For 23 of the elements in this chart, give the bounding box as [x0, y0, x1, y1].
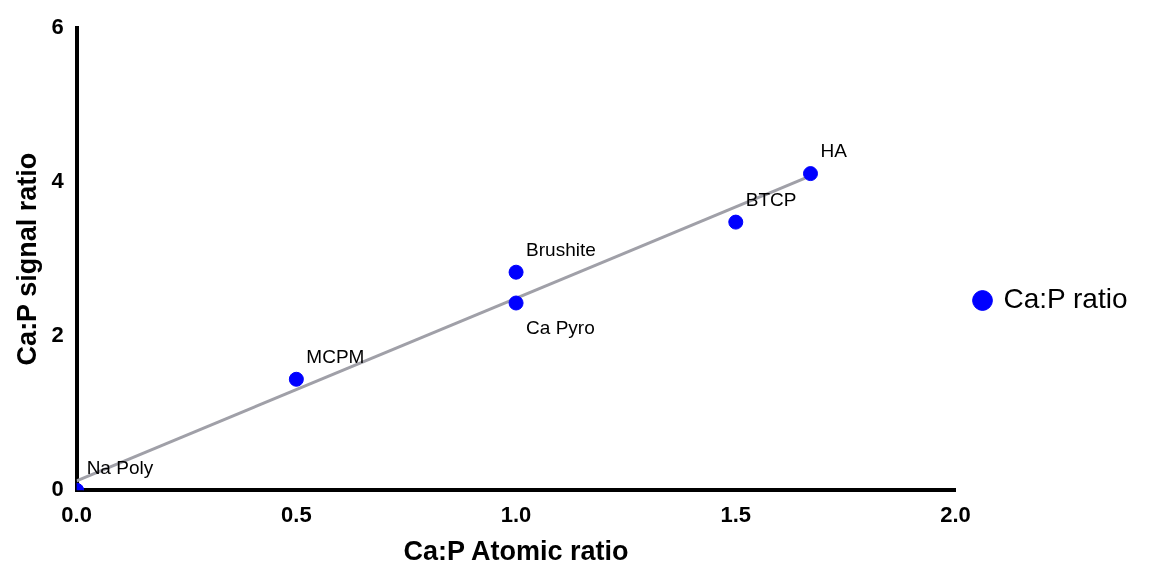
y-tick-label: 4: [51, 168, 65, 194]
annotation: Na Poly: [86, 456, 154, 478]
annotation: Ca Pyro: [526, 316, 595, 338]
x-tick-label: 0.5: [281, 502, 312, 528]
x-tick-label: 2.0: [940, 502, 971, 528]
y-axis-title: Ca:P signal ratio: [11, 152, 42, 366]
point: [508, 295, 524, 311]
y-tick-label: 2: [51, 322, 64, 348]
annotation: BTCP: [745, 188, 797, 210]
x-tick-label: 0.0: [61, 502, 92, 528]
x-tick-label: 1.0: [500, 502, 532, 528]
point: [802, 166, 818, 182]
point: [728, 214, 744, 230]
annotation: MCPM: [306, 346, 365, 368]
annotation: HA: [820, 140, 848, 162]
x-tick-label: 1.5: [720, 502, 752, 528]
x-axis-title: Ca:P Atomic ratio: [403, 536, 629, 567]
point: [288, 371, 304, 387]
legend-label: Ca:P ratio: [1003, 283, 1128, 315]
y-tick-label: 0: [51, 476, 64, 502]
point: [508, 264, 524, 280]
y-tick-label: 6: [51, 14, 64, 40]
annotation: Brushite: [526, 238, 596, 260]
